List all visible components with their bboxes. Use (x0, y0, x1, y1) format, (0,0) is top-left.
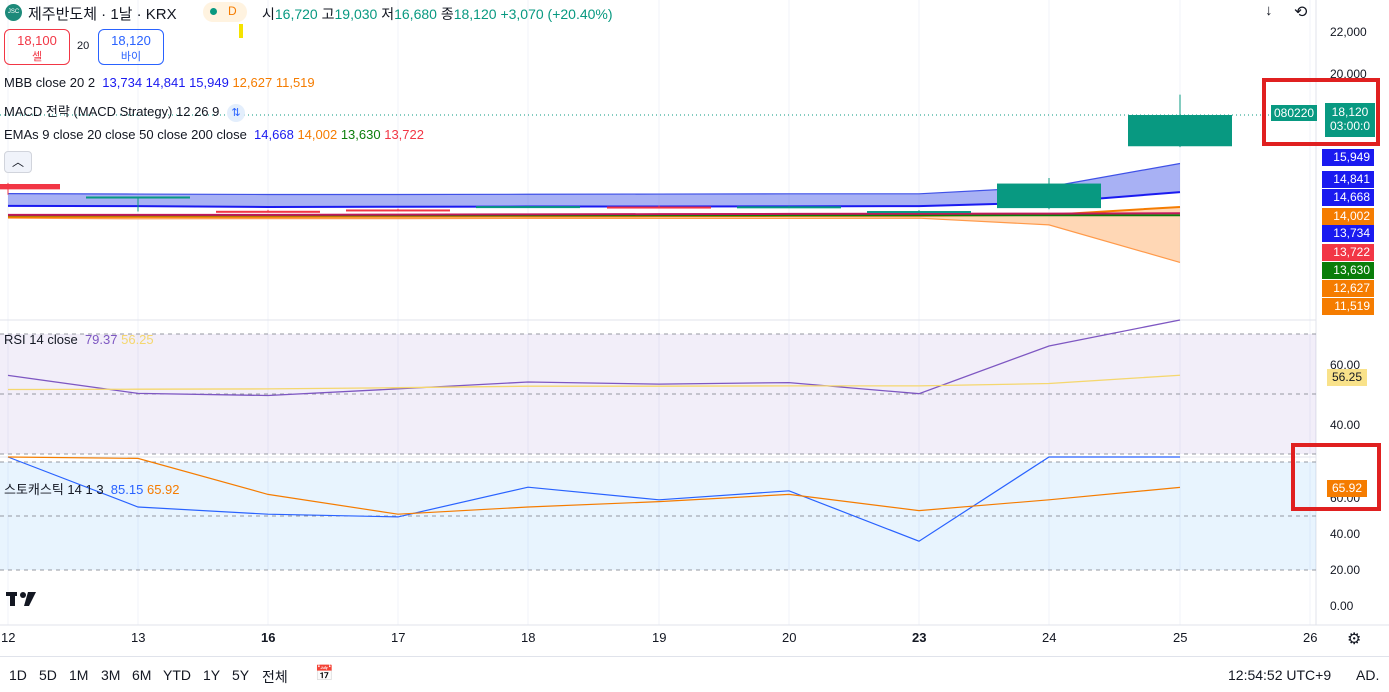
legend-mbb[interactable]: MBB close 20 2 13,734 14,841 15,949 12,6… (4, 75, 315, 90)
time-tick: 24 (1042, 630, 1057, 645)
stoch-tick: 40.00 (1330, 527, 1361, 541)
chart-title[interactable]: 제주반도체 · 1날 · KRX (28, 6, 177, 23)
tradingview-logo[interactable] (6, 589, 40, 615)
symbol-logo: JSC (5, 4, 22, 21)
market-status-label: D (228, 4, 237, 18)
range-button-6m[interactable]: 6M (132, 667, 152, 683)
candle-body (607, 206, 711, 209)
time-tick: 23 (912, 630, 927, 645)
rsi-pane (0, 319, 1316, 455)
time-tick: 19 (652, 630, 667, 645)
stoch-line-1 (7, 456, 1181, 515)
legend-stochastic[interactable]: 스토캐스틱 14 1 3 85.15 65.92 (4, 482, 180, 497)
candle-body (476, 206, 580, 209)
rsi-tick: 60.00 (1330, 358, 1361, 372)
rsi-line-0 (7, 319, 1181, 397)
highlight-box-price (1262, 78, 1380, 146)
bar-countdown: 03:00:0 (1329, 119, 1371, 133)
symbol-code-tag: 080220 (1271, 105, 1318, 121)
last-price-tag: 18,120 03:00:0 (1325, 103, 1375, 137)
price-tick: 20,000 (1330, 67, 1367, 81)
legend-rsi[interactable]: RSI 14 close 79.37 56.25 (4, 332, 154, 347)
time-tick: 25 (1173, 630, 1188, 645)
range-button-전체[interactable]: 전체 (262, 669, 288, 685)
time-tick: 12 (1, 630, 16, 645)
buy-label: 바이 (120, 51, 142, 63)
time-tick: 20 (782, 630, 797, 645)
line-ema-200 (8, 212, 1181, 216)
range-button-1y[interactable]: 1Y (203, 667, 221, 683)
legend-macd-strategy[interactable]: MACD 전략 (MACD Strategy) 12 26 9 ⇅ (4, 101, 245, 122)
level-tag: 11,519 (1322, 298, 1374, 315)
candle-body (0, 183, 60, 190)
buy-button[interactable]: 18,120 바이 (98, 29, 164, 65)
bollinger-upper-fill (8, 163, 1180, 207)
clock[interactable]: 12:54:52 UTC+9 (1228, 667, 1332, 683)
level-tag: 13,722 (1322, 244, 1374, 261)
chevron-up-icon: ︿ (11, 155, 24, 169)
rsi-ma-tag: 56.25 (1327, 369, 1367, 386)
stoch-d-tag: 65.92 (1327, 480, 1367, 497)
level-tag: 14,841 (1322, 171, 1374, 188)
time-tick: 17 (391, 630, 406, 645)
price-tick: 22,000 (1330, 25, 1367, 39)
buy-price: 18,120 (111, 33, 151, 48)
legend-emas[interactable]: EMAs 9 close 20 close 50 close 200 close… (4, 127, 424, 142)
stochastic-pane (0, 456, 1316, 571)
candle-body (86, 196, 190, 199)
level-tag: 12,627 (1322, 280, 1374, 297)
collapse-legend-button[interactable]: ︿ (4, 151, 32, 173)
stoch-tick: 0.00 (1330, 599, 1354, 613)
refresh-icon[interactable]: ⟲ (1294, 4, 1308, 21)
market-status-badge[interactable]: D (203, 2, 247, 22)
range-button-5d[interactable]: 5D (39, 667, 57, 683)
download-icon[interactable]: ↓ (1265, 2, 1273, 19)
candle-body (1128, 114, 1232, 147)
range-button-ytd[interactable]: YTD (163, 667, 191, 683)
ohlc-values: 시16,720 고19,030 저16,680 종18,120 +3,070 (… (262, 6, 613, 22)
spread-value: 20 (77, 40, 90, 52)
settings-gear-icon[interactable]: ⚙ (1347, 631, 1362, 648)
time-tick: 16 (261, 630, 276, 645)
range-button-5y[interactable]: 5Y (232, 667, 250, 683)
candle-body (346, 209, 450, 212)
bottom-toolbar (0, 656, 1389, 692)
sell-button[interactable]: 18,100 셀 (4, 29, 70, 65)
range-button-1d[interactable]: 1D (9, 667, 27, 683)
candle-body (737, 206, 841, 209)
dividend-marker (239, 24, 243, 38)
level-tag: 13,630 (1322, 262, 1374, 279)
level-tag: 14,002 (1322, 208, 1374, 225)
level-tag: 14,668 (1322, 189, 1374, 206)
date-range-icon[interactable]: 📅 (315, 665, 334, 682)
time-tick: 26 (1303, 630, 1318, 645)
rsi-tick: 40.00 (1330, 418, 1361, 432)
range-button-3m[interactable]: 3M (101, 667, 121, 683)
time-tick: 13 (131, 630, 146, 645)
level-tag: 13,734 (1322, 225, 1374, 242)
level-tag: 15,949 (1322, 149, 1374, 166)
sell-label: 셀 (31, 51, 43, 63)
candle-body (997, 183, 1101, 209)
main-price-pane (0, 94, 1316, 263)
strategy-report-icon[interactable]: ⇅ (227, 104, 245, 122)
candle-body (216, 210, 320, 213)
range-button-1m[interactable]: 1M (69, 667, 89, 683)
stoch-line-0 (7, 456, 1180, 542)
stoch-tick: 20.00 (1330, 563, 1361, 577)
candle-body (867, 211, 971, 214)
last-price: 18,120 (1331, 105, 1369, 119)
line-mbb-lower (7, 217, 1181, 263)
rsi-line-1 (7, 374, 1181, 391)
line-ema-9 (7, 191, 1181, 209)
line-mbb-upper (7, 162, 1181, 196)
time-tick: 18 (521, 630, 536, 645)
sell-price: 18,100 (17, 33, 57, 48)
highlight-box-stoch (1291, 443, 1381, 511)
market-open-dot (210, 8, 217, 15)
adjustment-toggle[interactable]: AD. (1356, 667, 1380, 683)
